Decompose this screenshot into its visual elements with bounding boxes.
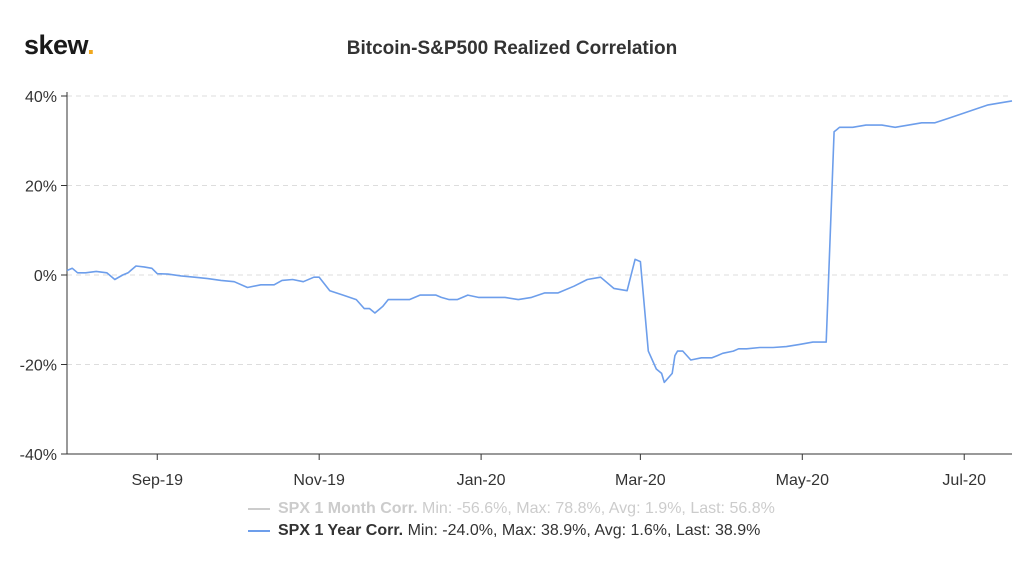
x-tick-label: Jan-20 [457, 472, 506, 489]
skew-logo: skew. [24, 30, 95, 61]
y-tick-label: 40% [25, 89, 57, 106]
legend-swatch-1-month [248, 507, 270, 510]
logo-dot: . [87, 30, 95, 60]
legend-item-spx-1-year[interactable]: SPX 1 Year Corr. Min: -24.0%, Max: 38.9%… [248, 522, 760, 540]
y-tick-label: -40% [20, 447, 57, 464]
series-line-spx-1-year [66, 100, 1013, 384]
legend-swatch-1-year [248, 529, 270, 532]
logo-text: skew [24, 30, 88, 60]
x-tick-label: Mar-20 [615, 472, 666, 489]
x-tick-label: Sep-19 [131, 472, 183, 489]
legend-item-spx-1-month[interactable]: SPX 1 Month Corr. Min: -56.6%, Max: 78.8… [248, 500, 775, 518]
legend-series-stats: Min: -56.6%, Max: 78.8%, Avg: 1.9%, Last… [422, 500, 775, 517]
y-tick-label: 0% [34, 268, 57, 285]
legend-series-name: SPX 1 Month Corr. [278, 500, 418, 517]
y-tick-label: -20% [20, 358, 57, 375]
y-tick-label: 20% [25, 179, 57, 196]
legend-series-stats: Min: -24.0%, Max: 38.9%, Avg: 1.6%, Last… [407, 522, 761, 539]
x-tick-label: May-20 [776, 472, 829, 489]
x-tick-label: Nov-19 [293, 472, 345, 489]
legend-series-name: SPX 1 Year Corr. [278, 522, 404, 539]
x-tick-label: Jul-20 [942, 472, 986, 489]
chart-title: Bitcoin-S&P500 Realized Correlation [346, 38, 678, 59]
